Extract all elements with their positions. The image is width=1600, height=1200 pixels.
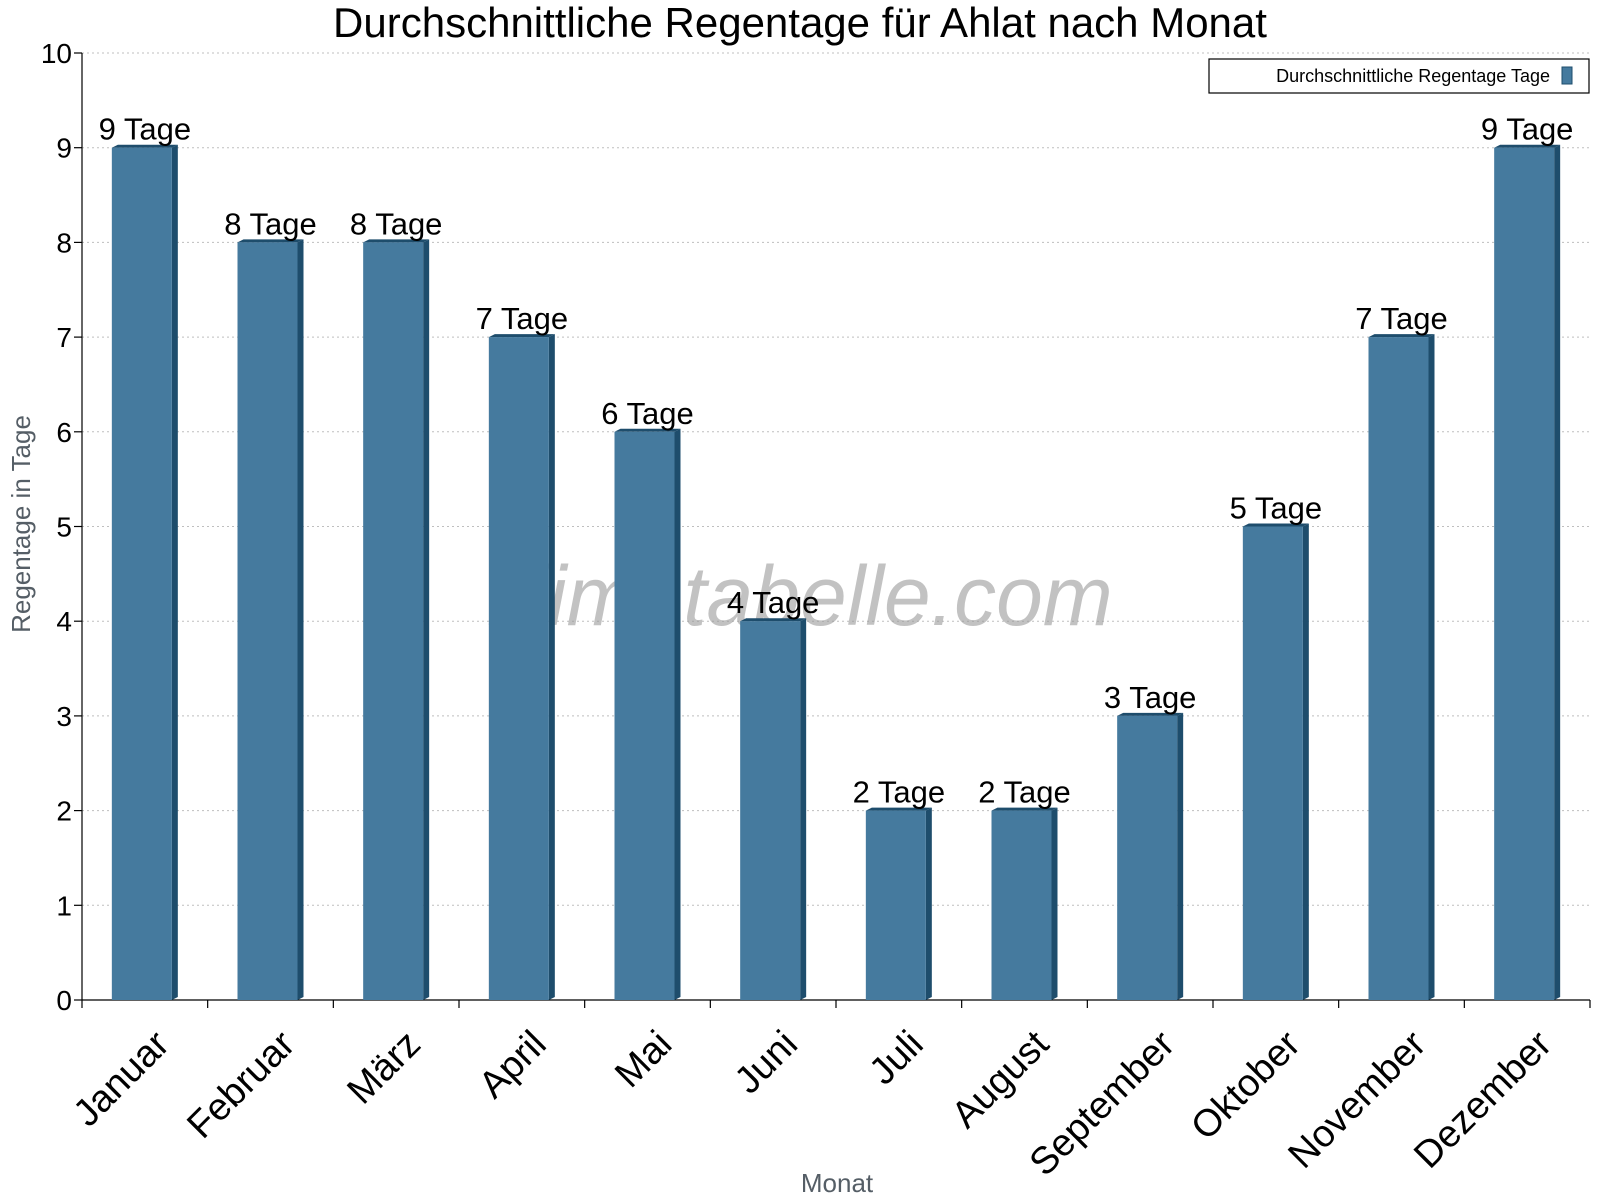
bar-series [111,144,1561,1001]
x-tick-label: April [471,1023,554,1106]
bar [363,239,430,1000]
y-tick-label: 8 [56,227,72,258]
bar-side [1177,712,1184,1000]
bar-top [363,239,430,243]
bar-front [614,431,675,1000]
bar-top [1368,334,1435,338]
y-tick-label: 2 [56,796,72,827]
bar-side [171,144,178,1000]
data-label: 7 Tage [476,301,569,336]
bar-side [1554,144,1561,1000]
data-label: 9 Tage [1481,112,1574,147]
bar [991,807,1058,1000]
data-label: 4 Tage [727,585,820,620]
data-label: 5 Tage [1230,491,1323,526]
bar [1117,712,1184,1000]
bar [111,144,178,1000]
bar-front [740,621,801,1000]
bar-side [925,807,932,1000]
y-tick-label: 1 [56,890,72,921]
y-tick-label: 5 [56,512,72,543]
chart-title: Durchschnittliche Regentage für Ahlat na… [333,0,1267,46]
bar-side [800,618,807,1000]
y-tick-label: 4 [56,606,72,637]
bar [1368,334,1435,1001]
bar-side [674,428,681,1000]
bar [1242,523,1309,1000]
x-tick-label: Juli [862,1023,932,1093]
bar-front [1117,715,1178,1000]
x-tick-label: Mai [607,1023,680,1096]
bar-side [548,334,555,1001]
x-tick-label: November [1281,1023,1435,1177]
y-tick-label: 0 [56,985,72,1016]
y-tick-label: 9 [56,133,72,164]
legend-swatch [1561,66,1573,85]
y-axis-label: Regentage in Tage [6,415,36,633]
bar-side [1302,523,1309,1000]
bar-top [1117,712,1184,716]
y-tick-label: 10 [41,38,72,69]
y-tick-label: 7 [56,322,72,353]
legend: Durchschnittliche Regentage Tage [1208,58,1590,94]
grid-lines [82,52,1590,906]
bar-side [297,239,304,1000]
x-axis-label: Monat [801,1168,874,1198]
bar-front [991,810,1052,1000]
bar [865,807,932,1000]
bar-front [865,810,926,1000]
data-label: 2 Tage [978,775,1071,810]
x-tick-label: Februar [179,1023,303,1147]
y-axis-ticks: 0 1 2 3 4 5 6 7 8 9 10 [41,38,82,1016]
bar-top [237,239,304,243]
bar-side [1051,807,1058,1000]
data-label: 9 Tage [99,112,192,147]
bar-front [363,242,424,1000]
bar-top [614,428,681,432]
bar-top [488,334,555,338]
bar-top [111,144,178,148]
bar [740,618,807,1000]
bar-top [1494,144,1561,148]
bar-front [1368,337,1429,1001]
data-label: 8 Tage [350,206,443,241]
y-tick-label: 3 [56,701,72,732]
y-tick-label: 6 [56,417,72,448]
bar-top [991,807,1058,811]
bar-front [488,337,549,1001]
bar [488,334,555,1001]
bar-front [1242,526,1303,1000]
bar [1494,144,1561,1000]
data-label: 6 Tage [601,396,694,431]
bar-front [1494,147,1555,1000]
data-labels: 9 Tage 8 Tage 8 Tage 7 Tage 6 Tage 4 Tage 2 Ta… [99,112,1574,810]
x-tick-label: Juni [727,1023,806,1102]
data-label: 7 Tage [1355,301,1448,336]
data-label: 3 Tage [1104,680,1197,715]
bar-side [1428,334,1435,1001]
x-tick-label: Oktober [1183,1023,1309,1149]
data-label: 8 Tage [224,206,317,241]
x-tick-label: August [944,1023,1058,1137]
bar-front [111,147,172,1000]
x-tick-label: März [339,1023,428,1112]
bar-top [1242,523,1309,527]
bar-top [740,618,807,622]
bar-front [237,242,298,1000]
x-axis-ticks: Januar Februar März April Mai Juni Juli AugustS… [66,1000,1591,1184]
bar-top [865,807,932,811]
x-tick-label: Januar [66,1023,178,1135]
bar-side [423,239,430,1000]
data-label: 2 Tage [853,775,946,810]
bar [614,428,681,1000]
legend-box [1208,58,1590,94]
x-tick-label: Dezember [1406,1023,1560,1177]
legend-entry-label: Durchschnittliche Regentage Tage [1276,66,1550,86]
bar [237,239,304,1000]
